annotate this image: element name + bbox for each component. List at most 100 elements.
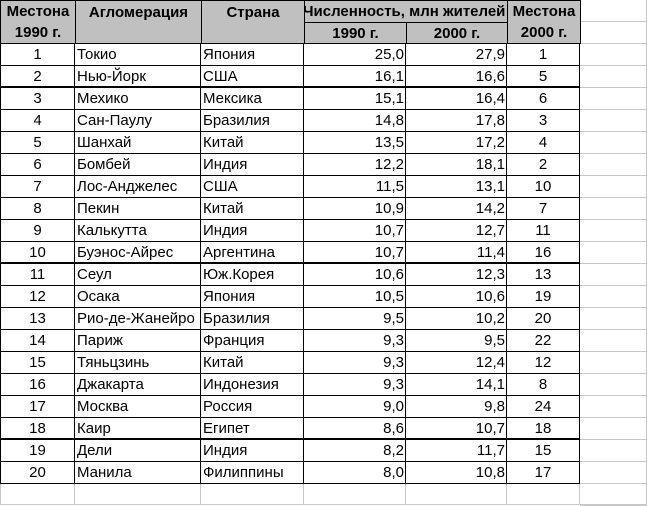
rank-2000-cell[interactable]: 12 (507, 352, 580, 374)
population-2000-cell[interactable]: 10,8 (406, 462, 507, 484)
country-cell[interactable]: Индия (201, 220, 304, 242)
rank-1990-cell[interactable]: 11 (0, 264, 75, 286)
population-1990-cell[interactable]: 12,2 (304, 154, 406, 176)
rank-2000-cell[interactable]: 10 (507, 176, 580, 198)
population-1990-cell[interactable]: 10,5 (304, 286, 406, 308)
population-2000-cell[interactable]: 12,3 (406, 264, 507, 286)
city-cell[interactable]: Манила (75, 462, 201, 484)
rank-1990-cell[interactable]: 9 (0, 220, 75, 242)
city-cell[interactable]: Париж (75, 330, 201, 352)
rank-1990-cell[interactable]: 6 (0, 154, 75, 176)
population-2000-cell[interactable]: 17,8 (406, 110, 507, 132)
header-population[interactable]: Численность, млн жителей (304, 0, 508, 23)
city-cell[interactable]: Калькутта (75, 220, 201, 242)
country-cell[interactable]: Аргентина (201, 242, 304, 264)
population-1990-cell[interactable]: 16,1 (304, 66, 406, 88)
city-cell[interactable]: Буэнос-Айрес (75, 242, 201, 264)
population-2000-cell[interactable]: 13,1 (406, 176, 507, 198)
population-2000-cell[interactable]: 18,1 (406, 154, 507, 176)
rank-1990-cell[interactable]: 8 (0, 198, 75, 220)
city-cell[interactable]: Каир (75, 418, 201, 440)
city-cell[interactable]: Сан-Паулу (75, 110, 201, 132)
population-1990-cell[interactable]: 9,3 (304, 352, 406, 374)
population-1990-cell[interactable]: 15,1 (304, 88, 406, 110)
country-cell[interactable]: Франция (201, 330, 304, 352)
city-cell[interactable]: Рио-де-Жанейро (75, 308, 201, 330)
population-2000-cell[interactable]: 12,7 (406, 220, 507, 242)
city-cell[interactable]: Токио (75, 44, 201, 66)
rank-2000-cell[interactable]: 8 (507, 374, 580, 396)
population-2000-cell[interactable]: 12,4 (406, 352, 507, 374)
rank-1990-cell[interactable]: 14 (0, 330, 75, 352)
population-1990-cell[interactable]: 9,5 (304, 308, 406, 330)
rank-1990-cell[interactable]: 16 (0, 374, 75, 396)
country-cell[interactable]: Юж.Корея (201, 264, 304, 286)
header-agglomeration[interactable]: Агломерация (75, 0, 202, 44)
rank-2000-cell[interactable]: 11 (507, 220, 580, 242)
rank-2000-cell[interactable]: 4 (507, 132, 580, 154)
population-2000-cell[interactable]: 16,4 (406, 88, 507, 110)
rank-2000-cell[interactable]: 6 (507, 88, 580, 110)
population-2000-cell[interactable]: 9,8 (406, 396, 507, 418)
country-cell[interactable]: Бразилия (201, 308, 304, 330)
header-rank-2000[interactable]: Местона 2000 г. (507, 0, 581, 44)
population-1990-cell[interactable]: 13,5 (304, 132, 406, 154)
rank-2000-cell[interactable]: 24 (507, 396, 580, 418)
city-cell[interactable]: Лос-Анджелес (75, 176, 201, 198)
population-1990-cell[interactable]: 25,0 (304, 44, 406, 66)
population-1990-cell[interactable]: 9,3 (304, 330, 406, 352)
population-2000-cell[interactable]: 16,6 (406, 66, 507, 88)
rank-1990-cell[interactable]: 13 (0, 308, 75, 330)
population-2000-cell[interactable]: 11,7 (406, 440, 507, 462)
population-2000-cell[interactable]: 14,2 (406, 198, 507, 220)
city-cell[interactable]: Джакарта (75, 374, 201, 396)
city-cell[interactable]: Дели (75, 440, 201, 462)
population-1990-cell[interactable]: 10,6 (304, 264, 406, 286)
city-cell[interactable]: Бомбей (75, 154, 201, 176)
population-2000-cell[interactable]: 27,9 (406, 44, 507, 66)
country-cell[interactable]: США (201, 176, 304, 198)
rank-2000-cell[interactable]: 18 (507, 418, 580, 440)
rank-1990-cell[interactable]: 18 (0, 418, 75, 440)
rank-1990-cell[interactable]: 15 (0, 352, 75, 374)
country-cell[interactable]: Индия (201, 440, 304, 462)
header-pop-2000[interactable]: 2000 г. (406, 22, 508, 44)
rank-1990-cell[interactable]: 4 (0, 110, 75, 132)
country-cell[interactable]: Китай (201, 198, 304, 220)
population-1990-cell[interactable]: 10,7 (304, 220, 406, 242)
rank-2000-cell[interactable]: 13 (507, 264, 580, 286)
rank-2000-cell[interactable]: 19 (507, 286, 580, 308)
country-cell[interactable]: США (201, 66, 304, 88)
header-rank-1990[interactable]: Местона 1990 г. (0, 0, 76, 44)
country-cell[interactable]: Бразилия (201, 110, 304, 132)
country-cell[interactable]: Индонезия (201, 374, 304, 396)
country-cell[interactable]: Япония (201, 44, 304, 66)
rank-2000-cell[interactable]: 16 (507, 242, 580, 264)
country-cell[interactable]: Мексика (201, 88, 304, 110)
city-cell[interactable]: Тяньцзинь (75, 352, 201, 374)
city-cell[interactable]: Шанхай (75, 132, 201, 154)
country-cell[interactable]: Филиппины (201, 462, 304, 484)
rank-2000-cell[interactable]: 1 (507, 44, 580, 66)
header-pop-1990[interactable]: 1990 г. (304, 22, 407, 44)
rank-1990-cell[interactable]: 5 (0, 132, 75, 154)
city-cell[interactable]: Пекин (75, 198, 201, 220)
rank-2000-cell[interactable]: 5 (507, 66, 580, 88)
population-1990-cell[interactable]: 8,6 (304, 418, 406, 440)
rank-1990-cell[interactable]: 12 (0, 286, 75, 308)
rank-1990-cell[interactable]: 10 (0, 242, 75, 264)
city-cell[interactable]: Мехико (75, 88, 201, 110)
population-2000-cell[interactable]: 17,2 (406, 132, 507, 154)
population-2000-cell[interactable]: 11,4 (406, 242, 507, 264)
country-cell[interactable]: Индия (201, 154, 304, 176)
population-1990-cell[interactable]: 8,2 (304, 440, 406, 462)
rank-1990-cell[interactable]: 20 (0, 462, 75, 484)
rank-2000-cell[interactable]: 22 (507, 330, 580, 352)
rank-1990-cell[interactable]: 3 (0, 88, 75, 110)
rank-1990-cell[interactable]: 19 (0, 440, 75, 462)
population-1990-cell[interactable]: 10,9 (304, 198, 406, 220)
city-cell[interactable]: Нью-Йорк (75, 66, 201, 88)
header-country[interactable]: Страна (201, 0, 305, 44)
population-2000-cell[interactable]: 10,2 (406, 308, 507, 330)
rank-2000-cell[interactable]: 20 (507, 308, 580, 330)
